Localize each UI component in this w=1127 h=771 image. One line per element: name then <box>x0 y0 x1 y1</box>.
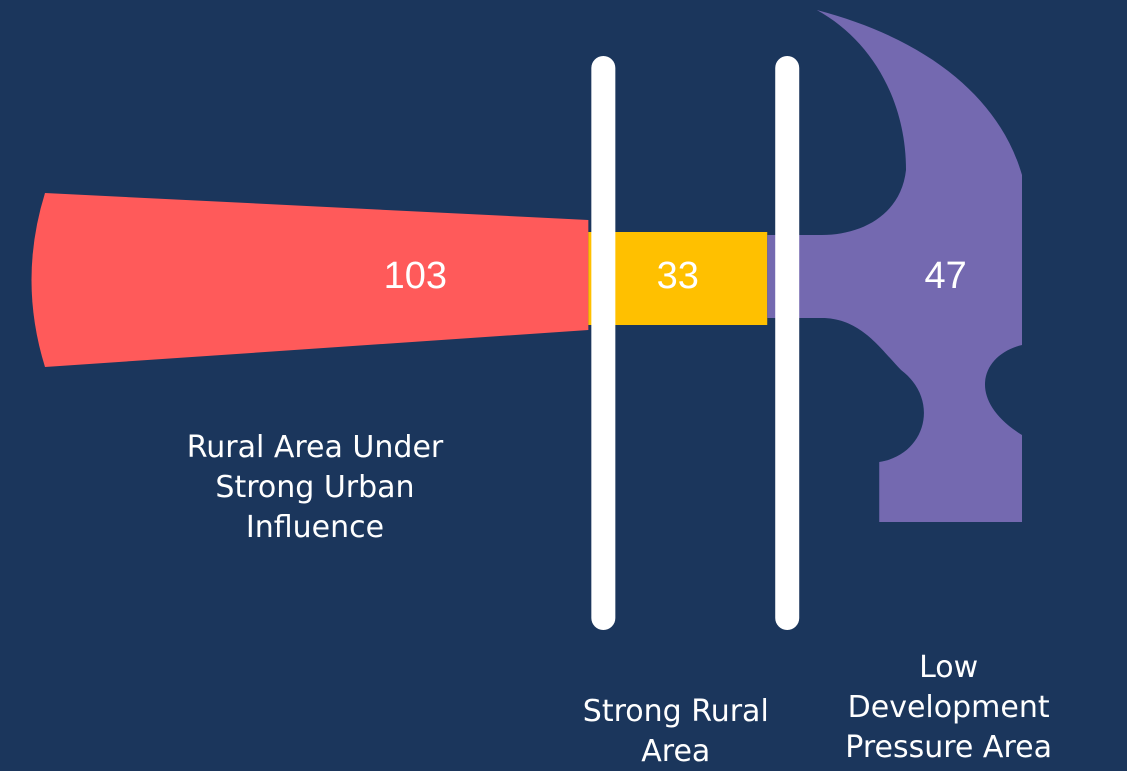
category-label: Rural Area Under Strong Urban Influence <box>155 428 475 548</box>
category-label: Low Development Pressure Area <box>819 648 1079 768</box>
infographic: 103 33 47 Rural Area Under Strong Urban In… <box>0 0 1127 771</box>
head-segment <box>767 10 1022 522</box>
value-label: 47 <box>925 255 967 297</box>
value-label: 103 <box>384 255 447 297</box>
handle-segment <box>32 193 589 367</box>
value-label: 33 <box>657 255 699 297</box>
category-label: Strong Rural Area <box>551 692 801 771</box>
